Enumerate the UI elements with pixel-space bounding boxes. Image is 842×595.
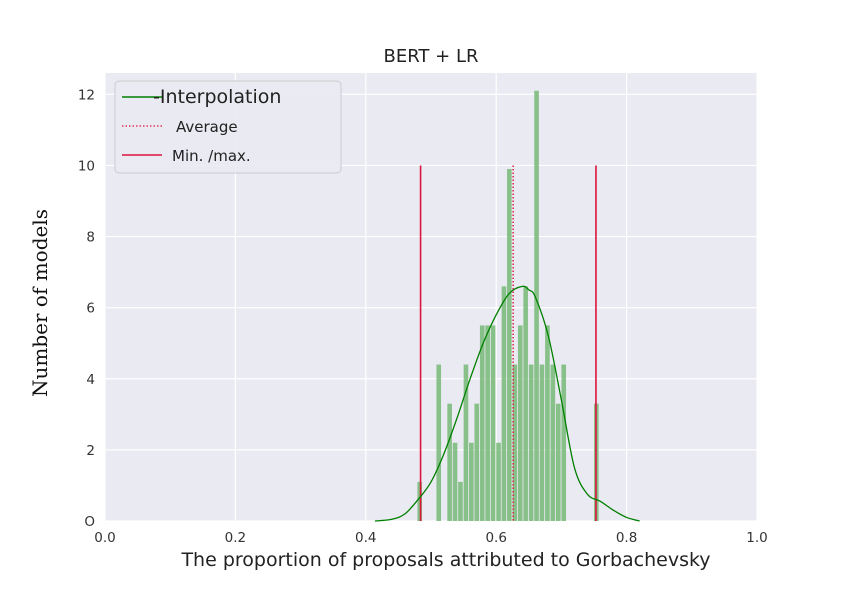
histogram-bar <box>485 325 490 521</box>
interpolation-curve <box>374 285 640 522</box>
histogram-bar <box>436 364 442 521</box>
reference-lines <box>419 165 597 521</box>
histogram-bar <box>555 403 561 521</box>
x-axis-label: The proportion of proposals attributed t… <box>180 549 710 571</box>
histogram-bar <box>496 442 501 521</box>
histogram-bar <box>523 286 528 521</box>
histogram-bar <box>463 364 469 521</box>
y-tick-label: 2 <box>86 443 95 459</box>
histogram-bar <box>479 325 485 521</box>
x-tick-label: 0.8 <box>616 530 637 546</box>
histogram-bar <box>517 325 523 521</box>
x-tick-label: 0.4 <box>355 530 376 546</box>
y-tick-label: 4 <box>86 372 95 388</box>
histogram-bar <box>474 403 480 521</box>
x-tick-label: 0.6 <box>485 530 506 546</box>
histogram-bar <box>469 442 474 521</box>
histogram-bar <box>545 325 550 521</box>
x-tick-label: 0.0 <box>94 530 115 546</box>
legend-label: Average <box>176 118 238 136</box>
legend-label: -Interpolation <box>153 86 281 108</box>
y-tick-label: 6 <box>86 301 95 317</box>
histogram-bar <box>490 325 496 521</box>
histogram-bar <box>528 364 534 521</box>
histogram-bar <box>550 364 556 521</box>
legend-box <box>114 80 342 174</box>
histogram-bars <box>417 90 599 522</box>
histogram-bar <box>507 169 512 521</box>
histogram-bar <box>561 364 567 521</box>
y-tick-label: O <box>84 514 95 530</box>
legend-label: Min. /max. <box>172 147 251 165</box>
legend: -Interpolation Average Min. /max. <box>114 80 342 174</box>
y-axis-label: Number of models <box>28 209 52 397</box>
x-tick-label: 0.2 <box>225 530 246 546</box>
x-tick-label: 1.0 <box>746 530 767 546</box>
histogram-bar <box>501 286 507 521</box>
histogram-bar <box>452 442 458 521</box>
grid-lines <box>104 73 758 522</box>
x-tick-labels: 0.0 0.2 0.4 0.6 0.8 1.0 <box>94 530 767 546</box>
histogram-bar <box>447 403 452 521</box>
y-tick-label: 8 <box>86 230 95 246</box>
y-tick-labels: O 2 4 6 8 10 12 <box>78 87 95 530</box>
y-tick-label: 12 <box>78 87 95 103</box>
y-tick-label: 10 <box>78 158 95 174</box>
histogram-bar <box>417 481 423 521</box>
chart-title: BERT + LR <box>384 46 479 67</box>
histogram-bar <box>512 364 518 521</box>
histogram-bar <box>458 481 463 521</box>
histogram-bar <box>539 364 545 521</box>
histogram-bar <box>534 90 539 522</box>
